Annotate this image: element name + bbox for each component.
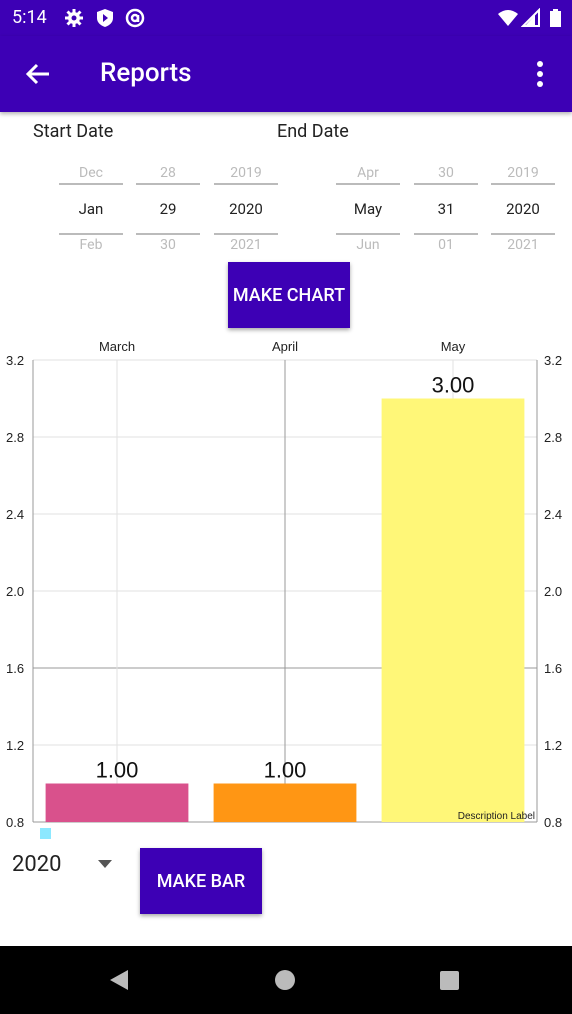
year-dropdown[interactable]: 2020: [0, 840, 130, 890]
bar-value-label: 1.00: [96, 758, 139, 783]
picker-next-value: 30: [160, 237, 176, 253]
chart-description-label: Description Label: [458, 811, 535, 822]
y-tick-label-right: 3.2: [544, 353, 562, 368]
picker-next-value: 2021: [230, 237, 262, 253]
picker-next-value: Jun: [356, 237, 380, 253]
y-tick-label-right: 1.6: [544, 661, 562, 676]
y-tick-label-right: 2.4: [544, 507, 562, 522]
wifi-icon: [498, 10, 518, 26]
start-date-label: Start Date: [33, 121, 114, 142]
picker-prev-value: Apr: [357, 165, 379, 181]
picker-current-value: 2020: [214, 183, 278, 235]
chart-bar: [45, 783, 189, 822]
back-triangle-icon[interactable]: [108, 969, 130, 991]
x-tick-label: March: [99, 339, 135, 354]
y-tick-label-right: 2.0: [544, 584, 562, 599]
y-tick-label: 0.8: [6, 815, 24, 830]
picker-current-value: 29: [136, 183, 200, 235]
status-time: 5:14: [12, 7, 47, 28]
y-tick-label: 2.8: [6, 430, 24, 445]
y-tick-label: 2.0: [6, 584, 24, 599]
app-bar: Reports: [0, 36, 572, 112]
picker-prev-value: 30: [438, 165, 454, 181]
legend-swatch: [40, 828, 51, 839]
picker-current-value: 31: [414, 183, 478, 235]
y-tick-label-right: 1.2: [544, 738, 562, 753]
y-tick-label-right: 2.8: [544, 430, 562, 445]
picker-prev-value: Dec: [79, 165, 103, 181]
page-title: Reports: [100, 58, 192, 88]
x-tick-label: April: [272, 339, 298, 354]
end-month-picker[interactable]: Apr May Jun: [336, 163, 400, 255]
picker-next-value: 2021: [507, 237, 539, 253]
chart-bar: [213, 783, 357, 822]
signal-icon: [521, 8, 540, 27]
bar-value-label: 3.00: [432, 373, 475, 398]
make-chart-button[interactable]: MAKE CHART: [228, 262, 350, 328]
status-bar: 5:14: [0, 0, 572, 36]
start-day-picker[interactable]: 28 29 30: [136, 163, 200, 255]
bar-value-label: 1.00: [264, 758, 307, 783]
start-year-picker[interactable]: 2019 2020 2021: [214, 163, 278, 255]
y-tick-label: 1.6: [6, 661, 24, 676]
y-tick-label: 2.4: [6, 507, 24, 522]
picker-prev-value: 2019: [507, 165, 539, 181]
x-tick-label: May: [441, 339, 466, 354]
year-dropdown-value: 2020: [12, 852, 62, 877]
arrow-left-icon[interactable]: [20, 56, 56, 92]
at-sign-icon: [125, 8, 145, 28]
system-nav-bar: [0, 946, 572, 1014]
more-vertical-icon[interactable]: [528, 56, 552, 92]
picker-current-value: May: [336, 183, 400, 235]
recents-square-icon[interactable]: [439, 970, 460, 991]
picker-current-value: Jan: [59, 183, 123, 235]
start-month-picker[interactable]: Dec Jan Feb: [59, 163, 123, 255]
bar-chart: 0.8 0.8 1.2 1.2 1.6 1.6 2.0 2.0 2.4 2.4 2.8 2.8 3.2 3…: [6, 339, 562, 839]
picker-next-value: Feb: [79, 237, 103, 253]
shield-icon: [97, 9, 113, 27]
gear-icon: [65, 9, 83, 27]
end-day-picker[interactable]: 30 31 01: [414, 163, 478, 255]
y-tick-label: 1.2: [6, 738, 24, 753]
end-year-picker[interactable]: 2019 2020 2021: [491, 163, 555, 255]
picker-prev-value: 2019: [230, 165, 262, 181]
chevron-down-icon: [98, 860, 112, 868]
picker-next-value: 01: [438, 237, 454, 253]
end-date-label: End Date: [277, 121, 349, 142]
battery-icon: [550, 9, 561, 27]
y-tick-label: 3.2: [6, 353, 24, 368]
y-tick-label-right: 0.8: [544, 815, 562, 830]
chart-bar: [381, 398, 525, 822]
make-bar-button[interactable]: MAKE BAR: [140, 848, 262, 914]
picker-current-value: 2020: [491, 183, 555, 235]
picker-prev-value: 28: [160, 165, 176, 181]
home-circle-icon[interactable]: [274, 969, 296, 991]
